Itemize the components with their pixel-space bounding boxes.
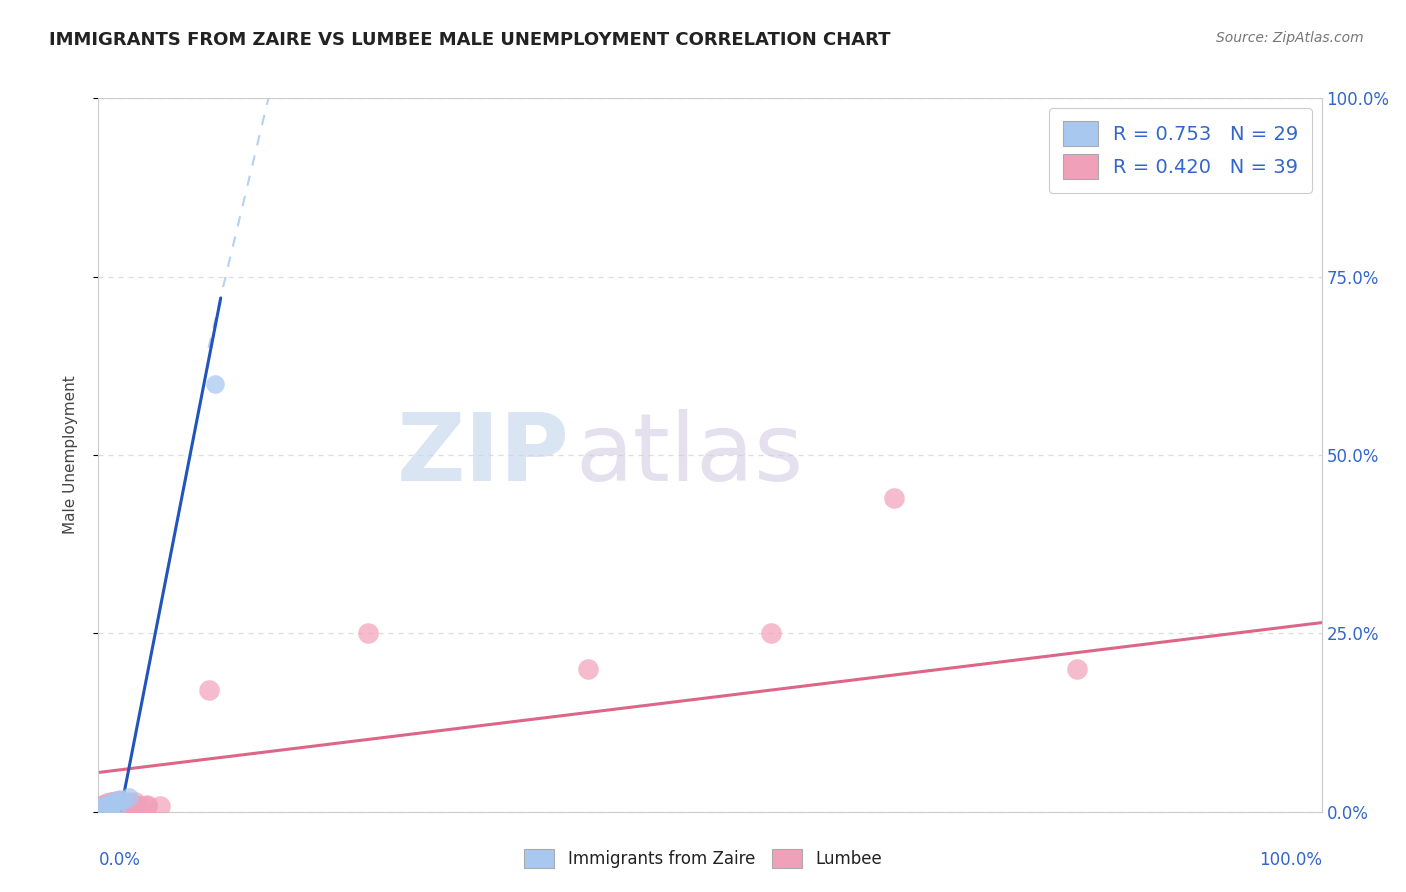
Point	[100, 796, 122, 810]
Point	[98, 797, 121, 812]
Point	[124, 797, 146, 812]
Point	[118, 796, 141, 810]
Point	[91, 799, 114, 814]
Point	[94, 801, 117, 815]
Point	[91, 801, 114, 815]
Point	[118, 790, 141, 805]
Point	[129, 799, 152, 814]
Point	[136, 797, 159, 812]
Point	[96, 799, 118, 814]
Text: 100.0%: 100.0%	[1258, 851, 1322, 869]
Point	[1066, 662, 1088, 676]
Point	[101, 796, 124, 810]
Point	[114, 796, 136, 810]
Point	[91, 803, 114, 817]
Legend: Immigrants from Zaire, Lumbee: Immigrants from Zaire, Lumbee	[517, 842, 889, 875]
Text: ZIP: ZIP	[396, 409, 569, 501]
Point	[107, 794, 129, 808]
Point	[91, 801, 114, 815]
Point	[204, 376, 226, 391]
Text: IMMIGRANTS FROM ZAIRE VS LUMBEE MALE UNEMPLOYMENT CORRELATION CHART: IMMIGRANTS FROM ZAIRE VS LUMBEE MALE UNE…	[49, 31, 891, 49]
Point	[149, 799, 172, 814]
Point	[761, 626, 783, 640]
Point	[97, 797, 120, 812]
Legend: R = 0.753   N = 29, R = 0.420   N = 39: R = 0.753 N = 29, R = 0.420 N = 39	[1049, 108, 1312, 193]
Point	[90, 801, 112, 815]
Point	[94, 801, 117, 815]
Point	[91, 805, 114, 819]
Point	[94, 799, 117, 814]
Point	[197, 683, 219, 698]
Point	[110, 794, 132, 808]
Point	[93, 802, 115, 816]
Text: atlas: atlas	[575, 409, 804, 501]
Text: Source: ZipAtlas.com: Source: ZipAtlas.com	[1216, 31, 1364, 45]
Point	[90, 803, 112, 817]
Point	[101, 794, 124, 808]
Point	[93, 799, 115, 814]
Point	[93, 803, 115, 817]
Point	[111, 794, 134, 808]
Point	[101, 797, 124, 812]
Point	[111, 797, 134, 812]
Point	[96, 803, 118, 817]
Point	[100, 796, 122, 810]
Point	[93, 803, 115, 817]
Point	[94, 797, 117, 812]
Point	[101, 797, 124, 812]
Point	[883, 491, 905, 505]
Text: 0.0%: 0.0%	[98, 851, 141, 869]
Point	[104, 794, 127, 808]
Point	[93, 797, 115, 812]
Point	[91, 803, 114, 817]
Point	[136, 799, 159, 814]
Point	[100, 800, 122, 814]
Point	[105, 797, 128, 812]
Point	[108, 796, 131, 810]
Point	[97, 799, 120, 814]
Point	[91, 797, 114, 812]
Point	[89, 803, 111, 817]
Point	[98, 802, 121, 816]
Point	[100, 799, 122, 814]
Point	[576, 662, 599, 676]
Point	[105, 796, 128, 810]
Point	[90, 801, 112, 815]
Point	[124, 796, 146, 810]
Point	[110, 792, 132, 806]
Point	[89, 801, 111, 815]
Point	[91, 802, 114, 816]
Point	[89, 805, 111, 819]
Point	[118, 797, 141, 812]
Point	[91, 799, 114, 814]
Y-axis label: Male Unemployment: Male Unemployment	[63, 376, 77, 534]
Point	[356, 626, 378, 640]
Point	[90, 805, 112, 819]
Point	[91, 805, 114, 819]
Point	[96, 796, 118, 810]
Point	[103, 796, 125, 810]
